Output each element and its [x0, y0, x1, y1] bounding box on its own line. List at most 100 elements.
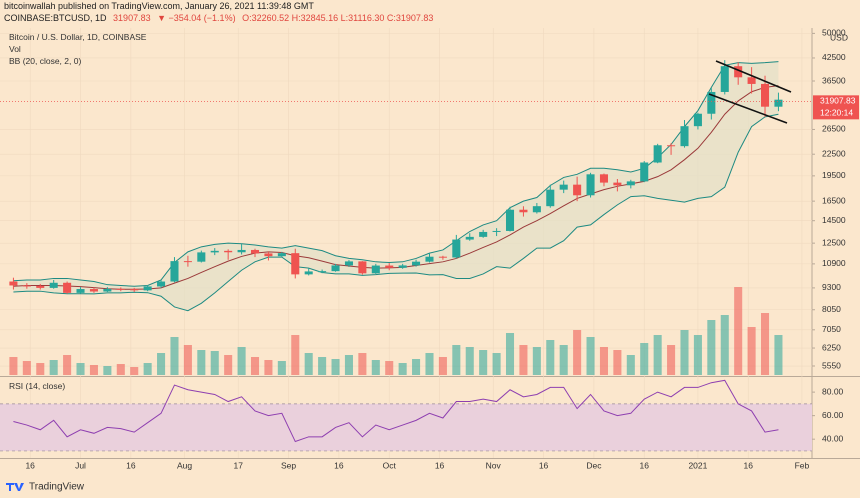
candle-body [465, 236, 474, 240]
volume-bar [143, 363, 152, 375]
volume-bar [707, 320, 716, 375]
volume-bar [774, 335, 783, 375]
candle-body [143, 286, 152, 291]
y-tick-label: 50000 [822, 28, 846, 38]
x-tick-label: 2021 [688, 460, 707, 470]
volume-bar [398, 363, 407, 375]
rsi-line [13, 379, 779, 443]
candle-body [546, 189, 555, 207]
publisher: bitcoinwallah published on TradingView.c… [4, 1, 314, 11]
x-tick-label: Aug [177, 460, 192, 470]
y-tick-label: 10900 [822, 258, 846, 268]
last-price-box [813, 95, 859, 120]
change: ▼ −354.04 (−1.1%) [157, 13, 236, 23]
candle-body [452, 239, 461, 258]
candle-body [479, 231, 488, 237]
symbol-line: COINBASE:BTCUSD, 1D 31907.83 ▼ −354.04 (… [4, 13, 437, 23]
volume-bar [505, 333, 515, 375]
y-tick-label: 7050 [822, 324, 841, 334]
y-tick-label: 8050 [822, 304, 841, 314]
candle-body [693, 113, 702, 127]
x-tick-label: Sep [281, 460, 296, 470]
candle-body [425, 256, 434, 262]
candle-body [9, 281, 18, 286]
y-tick-label: 16500 [822, 195, 846, 205]
candle-body [237, 249, 246, 253]
candle-body [76, 289, 85, 293]
volume-bar [385, 361, 394, 375]
rsi-y-tick-label: 40.00 [822, 433, 844, 443]
volume-bar [465, 347, 474, 375]
volume-bar [519, 345, 528, 375]
volume-bar [760, 313, 770, 375]
candle-body [559, 184, 568, 190]
candle-body [103, 288, 112, 292]
volume-bar [89, 365, 98, 375]
x-tick-label: Jul [75, 460, 86, 470]
ohlc: O:32260.52 H:32845.16 L:31116.30 C:31907… [242, 13, 434, 23]
candle-body [626, 181, 635, 186]
volume-bar [412, 359, 421, 375]
candle-body [613, 182, 622, 186]
volume-bar [693, 335, 702, 375]
candle-body [774, 99, 783, 107]
x-tick-label: 16 [25, 460, 35, 470]
grid [0, 28, 812, 458]
volume-bar [626, 355, 635, 375]
volume-bar [358, 353, 367, 375]
candle-body [720, 66, 729, 92]
bb-middle [13, 85, 779, 290]
bb-lower [13, 113, 779, 312]
candle-body [36, 285, 45, 288]
candle-body [734, 66, 743, 78]
candle-body [398, 265, 407, 268]
volume-bar [599, 347, 608, 375]
candle-body [116, 288, 125, 290]
volume-bar [492, 353, 501, 375]
volume-bar [318, 357, 327, 375]
candle-body [747, 77, 756, 84]
candle-body [183, 261, 192, 263]
y-tick-label: 6250 [822, 342, 841, 352]
bb-upper [13, 61, 779, 287]
publisher-line: bitcoinwallah published on TradingView.c… [4, 1, 318, 11]
volume-bar [210, 351, 219, 375]
x-tick-label: Nov [486, 460, 502, 470]
candle-body [89, 289, 98, 292]
candle-body [210, 250, 219, 253]
volume-bar [720, 315, 729, 375]
rsi-label: RSI (14, close) [9, 381, 66, 391]
channel-lower [708, 93, 788, 124]
y-tick-label: 14500 [822, 215, 846, 225]
volume-bar [734, 287, 743, 375]
countdown: 12:20:14 [820, 108, 853, 118]
volume-bar [264, 360, 273, 375]
footer-logo: TradingView [6, 482, 85, 493]
volume-bar [183, 345, 192, 375]
x-tick-label: 16 [639, 460, 649, 470]
bb-label: BB (20, close, 2, 0) [9, 56, 82, 66]
candle-body [224, 250, 233, 253]
y-tick-label: 36500 [822, 75, 846, 85]
candle-body [358, 261, 367, 274]
volume-bar [76, 363, 85, 375]
volume-bar [291, 335, 300, 375]
volume-bar [653, 335, 662, 375]
currency-label: USD [830, 32, 848, 42]
volume-bar [170, 337, 179, 375]
volume-bar [103, 366, 112, 375]
volume-bar [546, 340, 555, 375]
candle-body [318, 271, 327, 273]
candle-body [197, 252, 206, 262]
candle-body [505, 209, 515, 231]
candle-body [22, 285, 31, 287]
volume-bar [63, 355, 72, 375]
candle-body [760, 83, 770, 107]
candle-body [680, 126, 689, 147]
x-tick-label: 16 [539, 460, 549, 470]
volume-bar [250, 357, 260, 375]
rsi-band [0, 403, 812, 451]
candle-body [291, 253, 300, 275]
